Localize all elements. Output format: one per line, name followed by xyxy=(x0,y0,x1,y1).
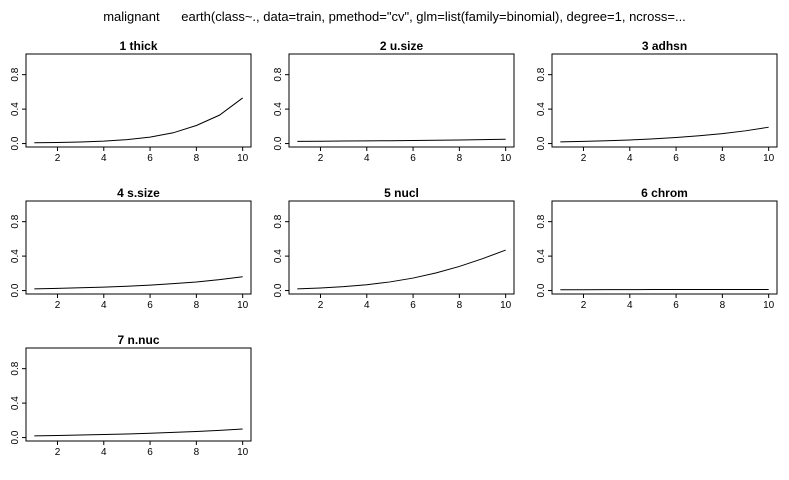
plot-frame xyxy=(288,53,515,148)
x-tick-label: 10 xyxy=(237,153,249,164)
y-tick-label: 0.0 xyxy=(273,283,284,297)
x-tick-label: 8 xyxy=(194,447,200,458)
x-tick-label: 6 xyxy=(147,447,153,458)
x-tick-label: 2 xyxy=(55,447,61,458)
x-tick-label: 10 xyxy=(237,447,249,458)
plot-frame xyxy=(551,200,778,295)
panel-2: 2 u.size 2 4 6 8 10 0.0 0.4 0.8 xyxy=(273,39,515,164)
x-tick-label: 4 xyxy=(627,300,633,311)
x-tick-label: 6 xyxy=(673,300,679,311)
x-tick-label: 2 xyxy=(55,153,61,164)
y-tick-label: 0.4 xyxy=(10,249,21,263)
y-tick-label: 0.4 xyxy=(536,249,547,263)
plot-frame xyxy=(25,53,252,148)
x-tick-label: 8 xyxy=(194,300,200,311)
x-tick-label: 10 xyxy=(500,153,512,164)
y-tick-label: 0.8 xyxy=(536,214,547,228)
x-tick-label: 2 xyxy=(581,300,587,311)
series-line xyxy=(560,126,769,143)
x-tick-label: 10 xyxy=(763,300,775,311)
panel-title: 6 chrom xyxy=(641,186,688,200)
y-tick-label: 0.4 xyxy=(10,102,21,116)
y-tick-label: 0.0 xyxy=(273,136,284,150)
plot-frame xyxy=(25,200,252,295)
y-tick-label: 0.4 xyxy=(536,102,547,116)
x-tick-label: 4 xyxy=(627,153,633,164)
panel-1: 1 thick 2 4 6 8 10 0.0 0.4 0.8 xyxy=(10,39,252,164)
x-tick-label: 4 xyxy=(101,153,107,164)
panel-7: 7 n.nuc 2 4 6 8 10 0.0 0.4 0.8 xyxy=(10,333,252,458)
series-line xyxy=(34,97,243,144)
panel-6: 6 chrom 2 4 6 8 10 0.0 0.4 0.8 xyxy=(536,186,778,311)
panel-title: 4 s.size xyxy=(117,186,160,200)
x-tick-label: 6 xyxy=(147,153,153,164)
y-tick-label: 0.8 xyxy=(536,67,547,81)
x-tick-label: 8 xyxy=(720,300,726,311)
x-tick-label: 4 xyxy=(101,447,107,458)
x-tick-label: 2 xyxy=(318,300,324,311)
x-tick-label: 2 xyxy=(318,153,324,164)
x-tick-label: 8 xyxy=(457,300,463,311)
y-tick-label: 0.8 xyxy=(273,67,284,81)
x-tick-label: 2 xyxy=(581,153,587,164)
x-tick-label: 4 xyxy=(364,300,370,311)
x-tick-label: 6 xyxy=(673,153,679,164)
y-tick-label: 0.4 xyxy=(273,249,284,263)
x-tick-label: 8 xyxy=(720,153,726,164)
panel-title: 1 thick xyxy=(119,39,157,53)
y-tick-label: 0.0 xyxy=(536,136,547,150)
x-tick-label: 4 xyxy=(364,153,370,164)
figure-title: malignant earth(class~., data=train, pme… xyxy=(103,9,686,24)
x-tick-label: 6 xyxy=(147,300,153,311)
y-tick-label: 0.0 xyxy=(10,283,21,297)
plot-frame xyxy=(551,53,778,148)
y-tick-label: 0.8 xyxy=(273,214,284,228)
x-tick-label: 6 xyxy=(410,153,416,164)
x-tick-label: 10 xyxy=(500,300,512,311)
plot-frame xyxy=(25,347,252,442)
x-tick-label: 4 xyxy=(101,300,107,311)
y-tick-label: 0.0 xyxy=(10,430,21,444)
panel-title: 7 n.nuc xyxy=(117,333,159,347)
series-line xyxy=(34,428,243,437)
x-tick-label: 6 xyxy=(410,300,416,311)
series-line xyxy=(34,276,243,290)
panel-title: 5 nucl xyxy=(384,186,419,200)
y-tick-label: 0.0 xyxy=(10,136,21,150)
y-tick-label: 0.0 xyxy=(536,283,547,297)
y-tick-label: 0.4 xyxy=(10,396,21,410)
panel-5: 5 nucl 2 4 6 8 10 0.0 0.4 0.8 xyxy=(273,186,515,311)
y-tick-label: 0.8 xyxy=(10,361,21,375)
x-tick-label: 10 xyxy=(237,300,249,311)
x-tick-label: 8 xyxy=(457,153,463,164)
x-tick-label: 8 xyxy=(194,153,200,164)
y-tick-label: 0.4 xyxy=(273,102,284,116)
y-tick-label: 0.8 xyxy=(10,67,21,81)
panel-4: 4 s.size 2 4 6 8 10 0.0 0.4 0.8 xyxy=(10,186,252,311)
x-tick-label: 10 xyxy=(763,153,775,164)
y-tick-label: 0.8 xyxy=(10,214,21,228)
panel-title: 3 adhsn xyxy=(642,39,687,53)
panel-3: 3 adhsn 2 4 6 8 10 0.0 0.4 0.8 xyxy=(536,39,778,164)
series-line xyxy=(297,249,506,290)
panel-title: 2 u.size xyxy=(380,39,424,53)
x-tick-label: 2 xyxy=(55,300,61,311)
plot-frame xyxy=(288,200,515,295)
series-line xyxy=(297,138,506,142)
